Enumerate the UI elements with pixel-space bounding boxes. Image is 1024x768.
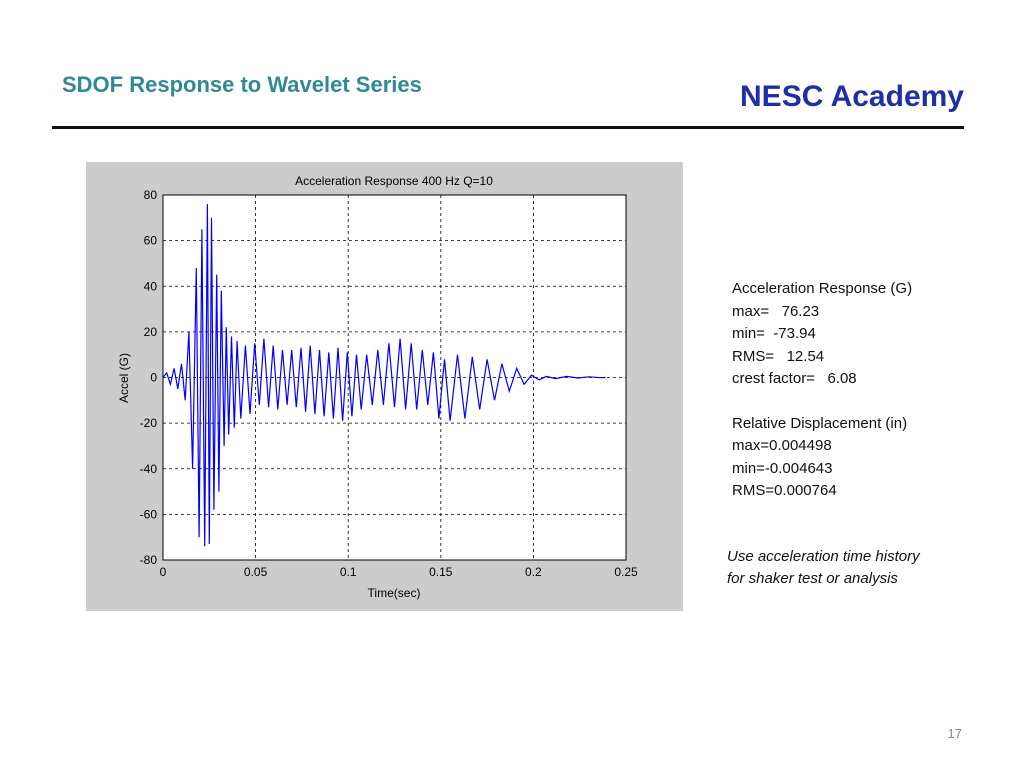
disp-max: max=0.004498	[732, 437, 832, 454]
usage-note-line-2: for shaker test or analysis	[727, 570, 898, 587]
y-tick-label: -40	[140, 462, 158, 476]
chart-title: Acceleration Response 400 Hz Q=10	[295, 174, 493, 188]
disp-min: min=-0.004643	[732, 459, 833, 477]
y-tick-label: 0	[150, 371, 157, 385]
page-number: 17	[947, 726, 962, 741]
y-tick-label: 80	[144, 188, 158, 202]
x-tick-label: 0.05	[244, 565, 268, 579]
y-tick-label: -60	[140, 507, 158, 521]
series-line	[162, 204, 606, 547]
chart-figure: 0 0.05 0.1 0.15 0.2 0.25 80 60 40 20 0 -20 -40 -60 -80…	[86, 162, 683, 611]
x-tick-label: 0.2	[525, 565, 542, 579]
results-panel: Acceleration Response (G) max= 76.23 min…	[732, 278, 1002, 503]
x-tick-label: 0	[160, 565, 167, 579]
accel-min: min= -73.94	[732, 325, 816, 342]
y-axis-label: Accel (G)	[117, 353, 131, 403]
x-tick-label: 0.25	[614, 565, 638, 579]
disp-rms: RMS=0.000764	[732, 482, 837, 499]
crest-factor: crest factor= 6.08	[732, 370, 857, 387]
y-tick-label: 20	[144, 325, 158, 339]
slide-title: SDOF Response to Wavelet Series	[62, 72, 422, 97]
brand-logo-text: NESC Academy	[740, 80, 964, 113]
x-tick-label: 0.1	[340, 565, 357, 579]
accel-rms: RMS= 12.54	[732, 347, 825, 365]
accel-header: Acceleration Response (G)	[732, 280, 913, 297]
accel-max: max= 76.23	[732, 302, 820, 320]
disp-header: Relative Displacement (in)	[732, 414, 908, 432]
usage-note: Use acceleration time history for shaker…	[727, 546, 997, 590]
x-tick-label: 0.15	[429, 565, 453, 579]
y-tick-label: 60	[144, 234, 158, 248]
header-divider	[52, 126, 964, 129]
usage-note-line-1: Use acceleration time history	[727, 548, 920, 565]
y-tick-label: 40	[144, 279, 158, 293]
x-axis-label: Time(sec)	[368, 586, 421, 600]
y-tick-label: -20	[140, 416, 158, 430]
acceleration-chart: 0 0.05 0.1 0.15 0.2 0.25 80 60 40 20 0 -20 -40 -60 -80…	[117, 174, 638, 600]
y-tick-label: -80	[140, 553, 158, 567]
